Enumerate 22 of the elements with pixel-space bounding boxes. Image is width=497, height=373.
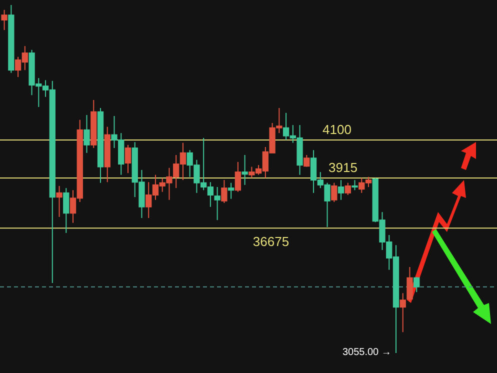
candlestick (414, 276, 420, 293)
candlestick (344, 182, 351, 196)
annotation: 3055.00 → (342, 347, 392, 358)
candlestick (228, 182, 234, 200)
candlestick (84, 114, 90, 154)
candlestick (124, 144, 132, 174)
candlestick (338, 180, 344, 200)
candlestick (56, 185, 62, 218)
annotation: 3915 (328, 160, 358, 175)
candlestick (400, 292, 406, 333)
candlestick (331, 182, 338, 202)
annotation: 4100 (322, 122, 352, 138)
candlestick (221, 180, 228, 204)
candlestick (234, 161, 242, 192)
candlestick (406, 266, 413, 302)
candlestick (242, 154, 248, 186)
candlestick (63, 188, 70, 234)
annotation: 36675 (252, 234, 290, 250)
candlestick (304, 154, 310, 168)
candlestick (214, 186, 220, 221)
candlestick (352, 180, 358, 191)
candlestick (1, 9, 8, 31)
